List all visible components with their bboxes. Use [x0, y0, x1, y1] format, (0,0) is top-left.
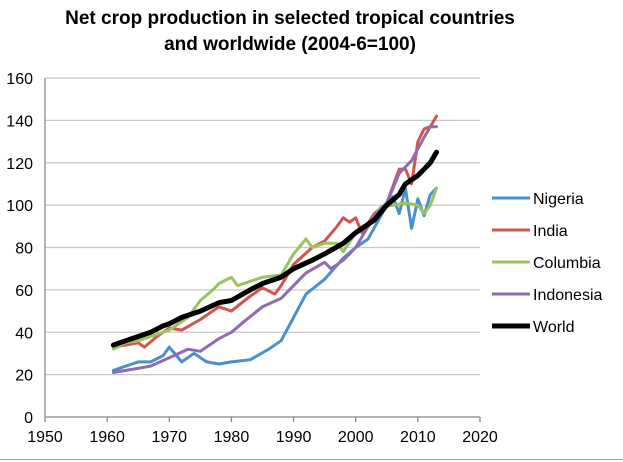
divider: [0, 459, 623, 460]
y-tick-label: 100: [6, 198, 33, 215]
legend-label: World: [533, 319, 575, 336]
x-tick-label: 2020: [462, 429, 498, 446]
legend-label: Columbia: [533, 255, 601, 272]
legend-label: Indonesia: [533, 287, 602, 304]
legend-label: India: [533, 223, 568, 240]
series-line-nigeria: [111, 186, 438, 372]
y-tick-label: 160: [6, 71, 33, 88]
y-tick-label: 0: [24, 410, 33, 427]
y-tick-label: 40: [15, 325, 33, 342]
series-line-columbia: [111, 186, 438, 351]
y-tick-label: 80: [15, 241, 33, 258]
x-tick-label: 2000: [338, 429, 374, 446]
legend-label: Nigeria: [533, 191, 584, 208]
y-tick-label: 140: [6, 113, 33, 130]
series-line-indonesia: [111, 125, 438, 374]
x-tick-label: 1990: [276, 429, 312, 446]
x-tick-label: 1960: [89, 429, 125, 446]
series-line-india: [111, 114, 438, 349]
y-tick-label: 60: [15, 283, 33, 300]
x-tick-label: 1950: [27, 429, 63, 446]
x-tick-label: 1970: [151, 429, 187, 446]
chart-title: Net crop production in selected tropical…: [65, 8, 515, 55]
x-tick-label: 2010: [400, 429, 436, 446]
y-tick-label: 20: [15, 368, 33, 385]
series-line-world: [110, 149, 439, 348]
x-tick-label: 1980: [214, 429, 250, 446]
y-tick-label: 120: [6, 156, 33, 173]
